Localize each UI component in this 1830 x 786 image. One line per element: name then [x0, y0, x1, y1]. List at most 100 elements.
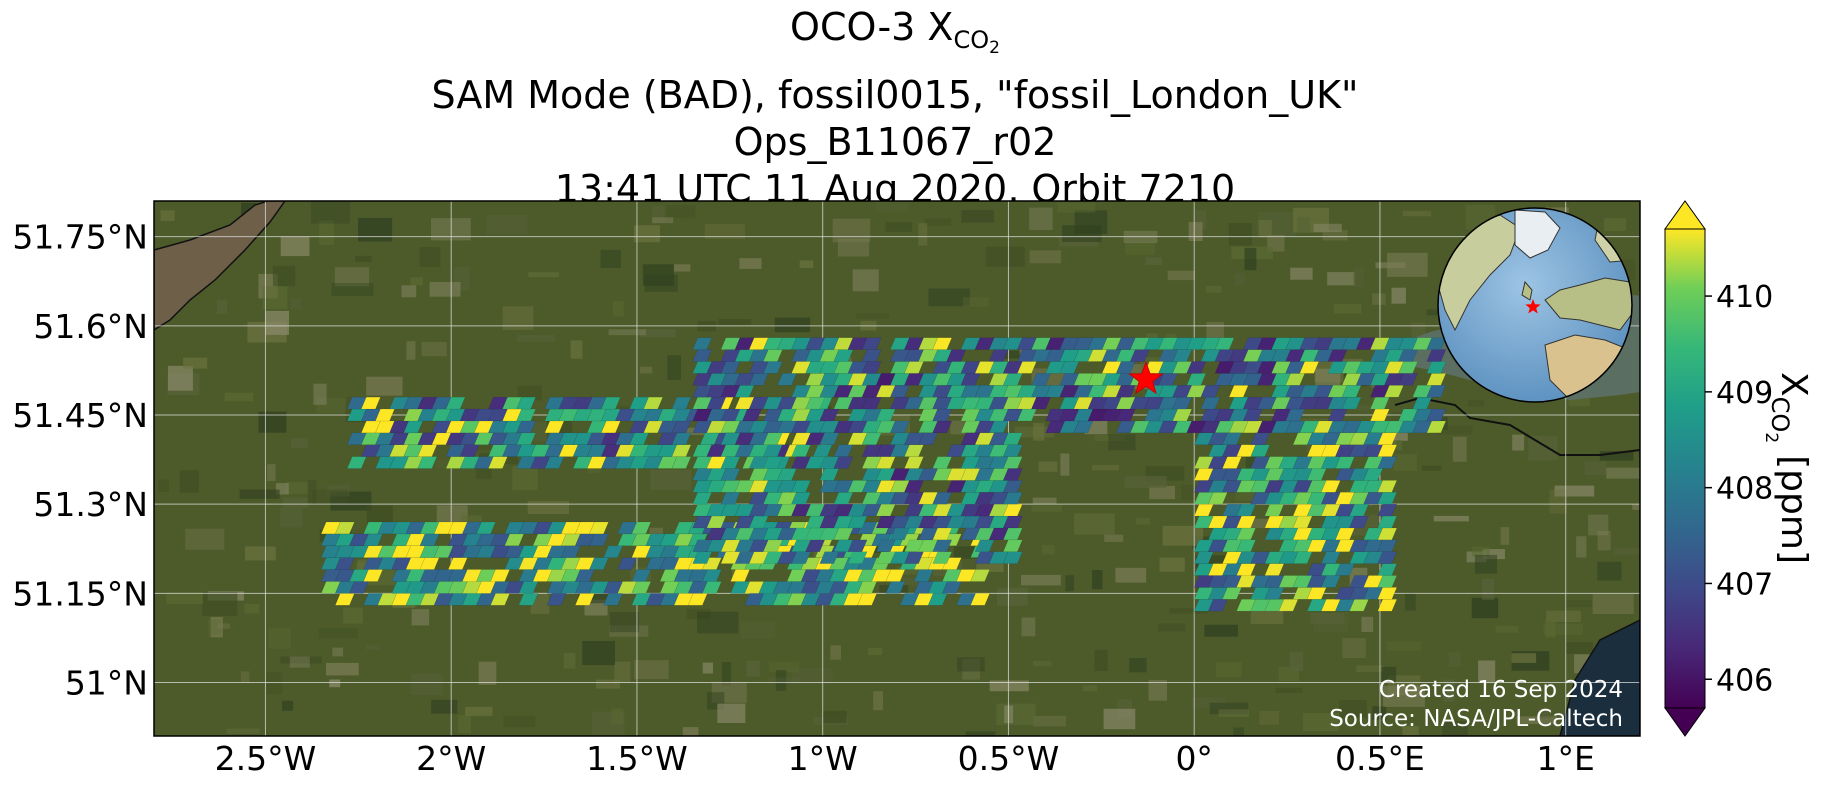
land-patch — [1452, 436, 1467, 462]
land-patch — [1228, 223, 1252, 246]
sounding-cell — [1002, 480, 1023, 493]
land-patch — [512, 466, 538, 491]
sounding-cell — [720, 468, 741, 481]
sounding-cell — [762, 456, 783, 469]
sounding-cell — [1002, 515, 1023, 529]
land-patch — [1495, 625, 1519, 633]
land-patch — [837, 238, 870, 257]
land-patch — [1135, 518, 1151, 525]
land-patch — [989, 680, 1029, 692]
land-patch — [429, 282, 461, 297]
target-star-marker — [1128, 360, 1164, 395]
globe-land-greenland — [1514, 209, 1561, 259]
land-patch — [1478, 660, 1496, 684]
land-patch — [885, 222, 913, 232]
land-patch — [1353, 267, 1365, 288]
sounding-cell — [671, 396, 692, 410]
land-patch — [503, 715, 536, 728]
sounding-cell — [671, 432, 692, 445]
land-patch — [1290, 267, 1313, 280]
sounding-cell — [861, 361, 882, 374]
land-patch — [1603, 218, 1626, 231]
sounding-cell — [1426, 385, 1447, 398]
land-patch — [1433, 515, 1469, 522]
land-patch — [410, 673, 443, 696]
land-patch — [1074, 513, 1115, 535]
sounding-cell — [589, 521, 609, 535]
sounding-cell — [701, 581, 722, 594]
land-patch — [421, 341, 447, 357]
land-patch — [216, 299, 228, 314]
land-patch — [1313, 612, 1349, 633]
land-patch — [331, 283, 374, 297]
land-patch — [721, 662, 731, 686]
x-tick-label: 2.5°W — [215, 739, 317, 778]
sounding-cell — [1377, 456, 1398, 469]
land-patch — [1159, 557, 1185, 572]
land-patch — [168, 365, 193, 391]
land-patch — [1313, 223, 1342, 232]
sounding-cell — [516, 432, 537, 445]
sounding-cell — [762, 444, 783, 457]
x-tick-label: 1°W — [788, 739, 858, 778]
sounding-cell — [861, 349, 882, 362]
land-patch — [291, 438, 308, 449]
sounding-cell — [1002, 432, 1023, 445]
land-patch — [1543, 623, 1583, 636]
sounding-cell — [1341, 396, 1362, 410]
x-tick-label: 0° — [1175, 739, 1213, 778]
land-patch — [830, 645, 841, 660]
land-patch — [1441, 721, 1468, 736]
land-patch — [1471, 597, 1499, 619]
land-patch — [486, 215, 528, 235]
x-tick-label: 1.5°W — [586, 739, 688, 778]
colorbar-ticks: 406 407 408 409 410 — [1705, 280, 1773, 698]
land-patch — [1258, 220, 1272, 238]
land-patch — [1038, 461, 1058, 472]
land-patch — [644, 274, 678, 292]
land-patch — [682, 727, 699, 736]
sounding-cell — [1236, 539, 1257, 552]
land-patch — [1632, 504, 1640, 510]
sounding-cell — [1377, 527, 1398, 541]
land-patch — [1115, 567, 1147, 583]
land-patch — [686, 608, 711, 620]
land-patch — [431, 699, 458, 714]
land-patch — [718, 318, 752, 325]
land-patch — [570, 340, 583, 359]
credit-source: Source: NASA/JPL-Caltech — [1329, 706, 1623, 732]
sounding-cell — [1236, 515, 1257, 529]
land-patch — [478, 661, 497, 685]
land-patch — [702, 662, 713, 674]
land-patch — [1302, 713, 1340, 731]
land-patch — [963, 297, 989, 307]
land-patch — [1566, 642, 1593, 654]
land-patch — [1103, 708, 1136, 730]
land-patch — [799, 260, 814, 268]
sounding-cell — [1377, 539, 1398, 552]
land-patch — [1333, 303, 1362, 314]
sounding-cell — [885, 581, 906, 594]
land-patch — [1083, 685, 1098, 692]
land-patch — [1021, 574, 1061, 586]
land-patch — [1057, 202, 1096, 213]
land-patch — [1233, 727, 1244, 736]
land-patch — [319, 220, 335, 245]
land-patch — [1108, 434, 1136, 451]
land-patch — [1443, 679, 1455, 702]
land-patch — [343, 607, 363, 624]
land-patch — [652, 217, 674, 224]
land-patch — [957, 657, 985, 672]
land-patch — [1393, 454, 1417, 471]
land-patch — [1391, 287, 1406, 304]
y-tick-label: 51.3°N — [33, 485, 148, 524]
land-patch — [517, 335, 555, 342]
land-patch — [651, 205, 665, 223]
sounding-cell — [762, 432, 783, 445]
land-patch — [401, 285, 417, 298]
sounding-cell — [918, 432, 939, 445]
land-patch — [316, 397, 356, 413]
sounding-cell — [1200, 396, 1221, 410]
sounding-cell — [762, 361, 783, 374]
